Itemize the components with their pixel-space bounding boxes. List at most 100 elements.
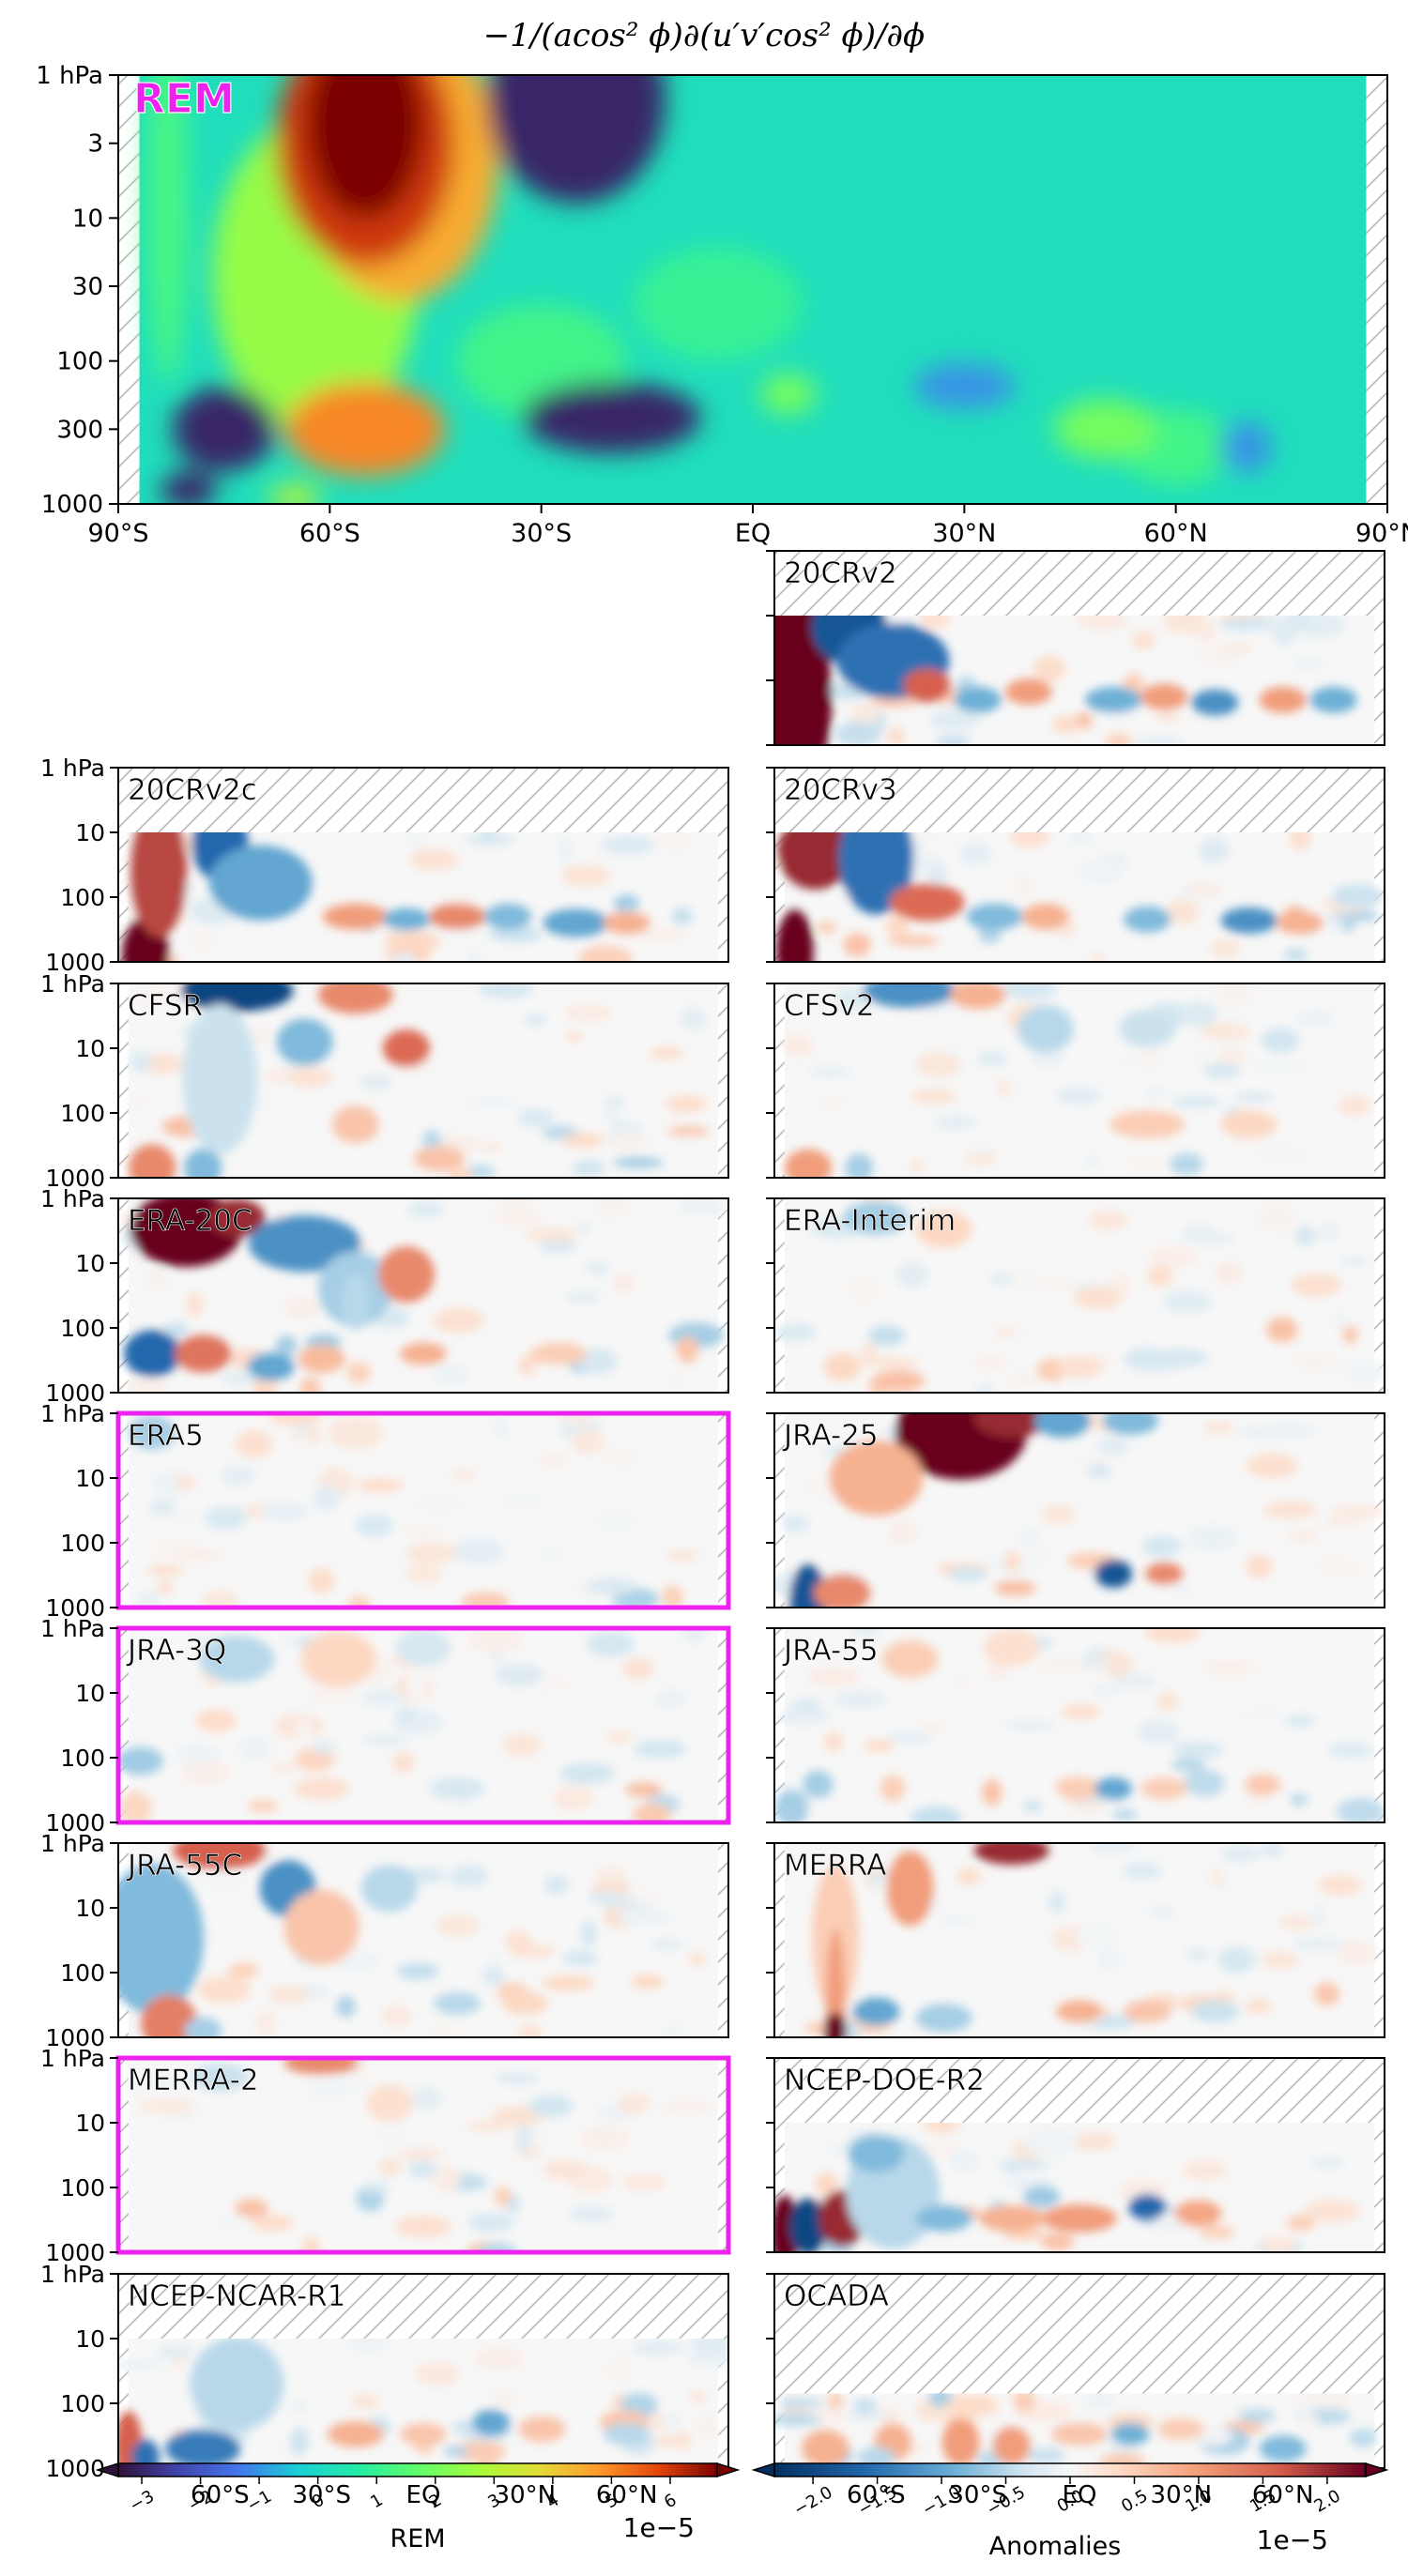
field-noise <box>173 1512 207 1524</box>
panel-frame <box>117 1197 729 1394</box>
field-feature <box>300 1630 376 1687</box>
field-noise <box>516 2125 535 2153</box>
field-noise <box>1221 1001 1248 1018</box>
field-noise <box>406 1542 457 1564</box>
field-anomalies <box>129 1413 700 1608</box>
field-noise <box>269 1314 286 1338</box>
field-noise <box>381 1307 409 1328</box>
field-feature <box>429 903 486 930</box>
field-noise <box>578 2126 631 2151</box>
field-feature <box>1157 2417 1205 2441</box>
field-feature <box>543 908 609 937</box>
field-feature <box>1220 907 1278 934</box>
field-feature <box>903 668 951 703</box>
field-noise <box>402 1525 443 1538</box>
field-feature <box>826 1928 845 2037</box>
field-noise <box>539 1453 568 1468</box>
colorbar-tick-label: 0.5 <box>1118 2486 1151 2517</box>
field-noise <box>396 1705 415 1725</box>
field-noise <box>927 863 949 886</box>
field-noise <box>1088 953 1107 962</box>
field-noise <box>1113 1672 1157 1689</box>
field-noise <box>1260 2236 1297 2252</box>
field-feature <box>182 1003 258 1154</box>
field-noise <box>543 1875 569 1896</box>
field-feature <box>472 2409 511 2436</box>
field-noise <box>379 2004 413 2028</box>
field-noise <box>666 1126 711 1136</box>
field-noise <box>1286 1530 1319 1542</box>
panel-label: 20CRv2c <box>128 773 257 807</box>
field-noise <box>557 836 575 863</box>
field-noise <box>1313 1982 1340 2006</box>
field-noise <box>1090 1843 1136 1854</box>
field-noise <box>921 2141 961 2157</box>
panel-highlight-frame <box>115 2055 731 2255</box>
main-x-tick-label: 60°N <box>1144 519 1208 548</box>
field-noise <box>981 1778 1002 1806</box>
field-noise <box>880 1775 906 1802</box>
field-noise <box>1297 2411 1318 2432</box>
field-feature <box>1004 678 1052 706</box>
field-feature <box>284 382 445 477</box>
y-tick-label: 1000 <box>45 1165 105 1192</box>
field-noise <box>1166 898 1200 925</box>
main-y-tick-label: 1000 <box>41 491 103 519</box>
field-noise <box>638 928 687 940</box>
field-feature <box>829 1440 924 1516</box>
y-tick-label: 10 <box>75 2110 105 2137</box>
main-x-tick-label: 30°S <box>511 519 572 548</box>
panel-frame <box>117 767 729 963</box>
field-noise <box>561 864 611 888</box>
field-feature <box>1094 1559 1133 1588</box>
x-tick-label: 30°S <box>948 2481 1007 2509</box>
field-feature <box>983 1628 1040 1667</box>
field-noise <box>526 2134 568 2148</box>
field-noise <box>586 1631 635 1657</box>
field-noise <box>450 1865 489 1886</box>
anomaly-heatmap <box>118 983 728 1178</box>
field-noise <box>148 1499 177 1517</box>
field-feature <box>247 1352 295 1381</box>
x-tick-label: EQ <box>1063 2481 1097 2509</box>
field-noise <box>1041 2233 1075 2251</box>
field-feature <box>522 382 701 454</box>
field-noise <box>605 1731 633 1743</box>
field-noise <box>1263 1501 1318 1519</box>
field-noise <box>1023 1801 1043 1813</box>
field-noise <box>616 1908 672 1926</box>
field-noise <box>495 2072 540 2084</box>
field-noise <box>1343 1358 1385 1385</box>
field-noise <box>571 1160 605 1177</box>
field-feature <box>941 2418 980 2466</box>
field-feature <box>322 903 389 930</box>
y-tick-label: 1000 <box>45 949 105 976</box>
y-tick-label: 100 <box>60 2390 105 2417</box>
field-noise <box>482 1968 506 1985</box>
hatch-above-top <box>774 768 1385 832</box>
field-feature <box>1145 1562 1184 1585</box>
field-noise <box>1339 1256 1369 1267</box>
field-noise <box>578 945 633 962</box>
field-noise <box>1208 1866 1225 1888</box>
field-feature <box>518 2416 566 2443</box>
panel-era-20c: ERA-20C 1 hPa 10 100 1000 <box>40 1185 729 1407</box>
field-feature <box>208 845 313 921</box>
field-noise <box>1095 1946 1122 1973</box>
field-feature <box>954 686 1002 713</box>
field-noise <box>1201 1062 1242 1079</box>
field-noise <box>421 1130 441 1149</box>
field-noise <box>308 1568 335 1593</box>
field-noise <box>1147 1265 1173 1288</box>
field-feature <box>802 2430 849 2468</box>
panel-frame <box>117 983 729 1179</box>
field-noise <box>934 1115 978 1131</box>
field-noise <box>137 1591 162 1606</box>
field-feature <box>298 1344 345 1373</box>
field-noise <box>676 1335 699 1364</box>
panel-label: JRA-55C <box>126 1849 242 1882</box>
field-anomalies <box>774 1628 1385 1822</box>
field-noise <box>808 1066 851 1078</box>
main-y-tick-label: 100 <box>56 348 103 376</box>
y-tick-label: 1000 <box>45 1379 105 1407</box>
